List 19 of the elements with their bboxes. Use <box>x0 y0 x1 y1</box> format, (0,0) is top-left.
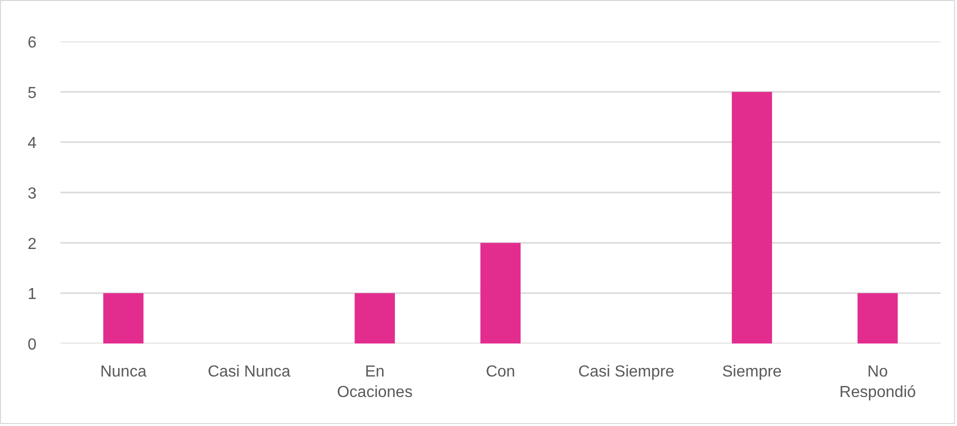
x-tick-label: Casi Nunca <box>208 364 291 380</box>
y-tick-label: 2 <box>28 236 37 253</box>
y-tick-label: 0 <box>28 336 37 354</box>
bar <box>354 293 395 344</box>
x-tick-label: Nunca <box>100 364 147 380</box>
bar <box>732 92 772 344</box>
bar <box>480 242 521 344</box>
y-tick-label: 5 <box>28 84 37 102</box>
bar <box>103 293 144 344</box>
y-tick-label: 1 <box>28 286 37 304</box>
x-tick-label: No Respondió <box>839 364 916 401</box>
x-tick-label: Siempre <box>722 364 782 380</box>
y-tick-label: 3 <box>28 186 37 202</box>
x-tick-label: Con <box>486 364 516 380</box>
x-tick-label: Casi Siempre <box>578 364 674 380</box>
y-tick-label: 6 <box>28 34 37 52</box>
y-tick-label: 4 <box>28 135 37 152</box>
bar <box>858 293 898 344</box>
x-tick-label: En Ocaciones <box>336 364 413 401</box>
